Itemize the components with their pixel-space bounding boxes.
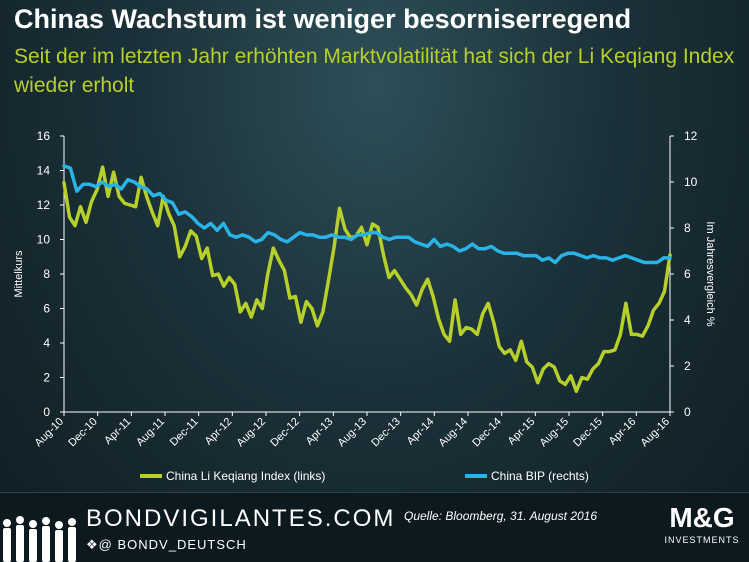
y-axis-title-right: Im Jahresvergleich % [704, 221, 716, 326]
y-tick-label-right: 12 [684, 129, 698, 143]
x-tick-label: Dec-11 [168, 416, 201, 449]
silhouette-crowd-icon [3, 516, 76, 562]
y-tick-label-left: 16 [37, 129, 51, 143]
brand-name[interactable]: BONDVIGILANTES.COM [86, 505, 396, 532]
series-line-li-keqiang [62, 165, 672, 394]
chart-axes [60, 135, 674, 416]
x-tick-label: Dec-10 [66, 416, 100, 450]
x-tick-label: Aug-13 [336, 416, 370, 450]
chart-title: Chinas Wachstum ist weniger besorniserre… [14, 4, 632, 34]
y-tick-label-right: 0 [684, 405, 691, 419]
footer-bar: BONDVIGILANTES.COM ❖@ BONDV_DEUTSCH Quel… [0, 492, 749, 562]
twitter-handle: BONDV_DEUTSCH [117, 537, 247, 552]
y-tick-label-left: 10 [37, 233, 51, 247]
x-tick-label: Aug-11 [134, 416, 167, 449]
social-handle[interactable]: ❖@ BONDV_DEUTSCH [86, 537, 247, 553]
y-tick-label-left: 2 [43, 371, 50, 385]
chart-series [62, 164, 672, 394]
y-tick-label-left: 12 [37, 198, 51, 212]
logo-sub-text: INVESTMENTS [664, 535, 740, 545]
line-chart: 0 2 4 6 8 10 12 14 16 0 2 4 6 8 10 12 Aug-10 Dec-10 Apr-11… [13, 129, 716, 483]
chart-subtitle: Seit der im letzten Jahr erhöhten Marktv… [14, 45, 735, 97]
x-tick-label: Apr-11 [102, 416, 133, 447]
y-tick-label-right: 8 [684, 221, 691, 235]
x-tick-label: Aug-16 [639, 416, 673, 450]
x-tick-label: Apr-15 [506, 416, 538, 448]
x-tick-label: Aug-10 [33, 416, 67, 450]
y-axis-title-left: Mittelkurs [13, 250, 25, 298]
x-tick-label: Dec-13 [369, 416, 403, 450]
legend-label: China BIP (rechts) [491, 469, 589, 483]
y-tick-label-left: 0 [43, 405, 50, 419]
y-tick-label-right: 2 [684, 359, 691, 373]
y-tick-label-right: 6 [684, 267, 691, 281]
y-tick-label-right: 4 [684, 313, 691, 327]
mg-logo: M&G INVESTMENTS [661, 501, 743, 557]
twitter-bird-icon: ❖ [86, 537, 99, 552]
x-tick-label: Apr-16 [607, 416, 639, 448]
x-tick-label: Aug-15 [538, 416, 572, 450]
chart-legend: China Li Keqiang Index (links) China BIP … [140, 469, 589, 483]
series-line-gdp [62, 164, 672, 265]
legend-label: China Li Keqiang Index (links) [166, 469, 325, 483]
logo-main-text: M&G [669, 502, 735, 533]
x-tick-label: Aug-12 [235, 416, 269, 450]
at-icon: @ [98, 537, 113, 552]
x-tick-label: Apr-14 [405, 416, 437, 448]
x-tick-label: Dec-12 [268, 416, 302, 450]
x-tick-label: Apr-13 [304, 416, 336, 448]
x-tick-label: Dec-14 [470, 416, 504, 450]
chart-labels: 0 2 4 6 8 10 12 14 16 0 2 4 6 8 10 12 Aug-10 Dec-10 Apr-11… [13, 129, 716, 449]
y-tick-label-left: 14 [37, 164, 51, 178]
source-note: Quelle: Bloomberg, 31. August 2016 [404, 509, 598, 523]
y-tick-label-right: 10 [684, 175, 698, 189]
y-tick-label-left: 8 [43, 267, 50, 281]
x-tick-label: Aug-14 [437, 416, 471, 450]
x-tick-label: Dec-15 [571, 416, 605, 450]
x-tick-label: Apr-12 [203, 416, 235, 448]
y-tick-label-left: 6 [43, 302, 50, 316]
y-tick-label-left: 4 [43, 336, 50, 350]
